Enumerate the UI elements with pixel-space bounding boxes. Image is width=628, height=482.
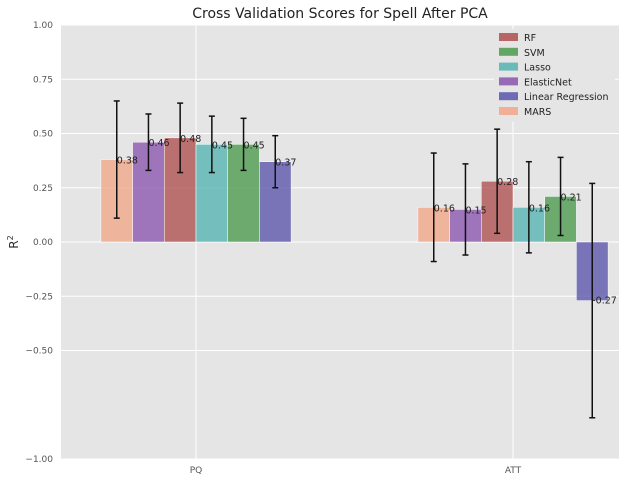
legend: RF SVM Lasso ElasticNet Linear Regression MAR… <box>494 29 615 122</box>
data-label: -0.27 <box>592 296 617 307</box>
legend-swatch <box>499 92 518 101</box>
legend-label: RF <box>524 33 536 44</box>
legend-box <box>494 29 615 122</box>
error-bars <box>113 100 596 419</box>
data-label: 0.45 <box>212 140 233 151</box>
legend-swatch <box>499 77 518 86</box>
legend-swatch <box>499 33 518 41</box>
chart-title: Cross Validation Scores for Spell After … <box>192 6 488 22</box>
data-label: 0.38 <box>117 156 138 167</box>
y-tick-label: 0.00 <box>33 238 53 248</box>
legend-label: Linear Regression <box>524 92 609 103</box>
data-label: 0.21 <box>561 192 582 203</box>
data-label: 0.28 <box>497 177 518 188</box>
y-tick-label: 1.00 <box>33 21 53 31</box>
y-axis-ticks: −1.00 −0.50 −0.25 0.00 0.25 0.50 0.75 1.00 <box>25 21 53 465</box>
y-axis-label: R2 <box>6 235 21 248</box>
y-tick-label: 0.75 <box>33 75 53 85</box>
bar <box>164 137 197 243</box>
data-label: 0.48 <box>180 134 201 145</box>
legend-swatch <box>499 47 518 56</box>
y-tick-label: −1.00 <box>25 455 53 465</box>
data-label: 0.16 <box>434 203 455 214</box>
x-tick-label: ATT <box>505 466 522 476</box>
legend-swatch <box>499 62 518 71</box>
legend-label: Lasso <box>524 63 551 74</box>
x-tick-label: PQ <box>190 466 203 476</box>
y-tick-label: −0.25 <box>25 292 53 302</box>
y-axis-label-base: R <box>7 240 21 248</box>
y-axis-label-superscript: 2 <box>6 235 15 240</box>
data-label: 0.37 <box>275 158 296 169</box>
legend-label: SVM <box>524 48 545 59</box>
data-label: 0.16 <box>529 203 550 214</box>
legend-swatch <box>499 107 518 115</box>
y-tick-label: −0.50 <box>25 347 53 357</box>
y-tick-label: 0.25 <box>33 184 53 194</box>
x-axis-ticks: PQ ATT <box>190 466 522 476</box>
data-label: 0.45 <box>244 140 265 151</box>
y-tick-label: 0.50 <box>33 130 53 140</box>
data-label: 0.46 <box>148 138 169 149</box>
legend-label: MARS <box>524 107 551 118</box>
data-label: 0.15 <box>465 205 486 216</box>
legend-label: ElasticNet <box>524 77 572 88</box>
data-labels: 0.38 0.46 0.48 0.45 0.45 0.37 0.16 0.15 0.28 0.16… <box>117 134 617 307</box>
